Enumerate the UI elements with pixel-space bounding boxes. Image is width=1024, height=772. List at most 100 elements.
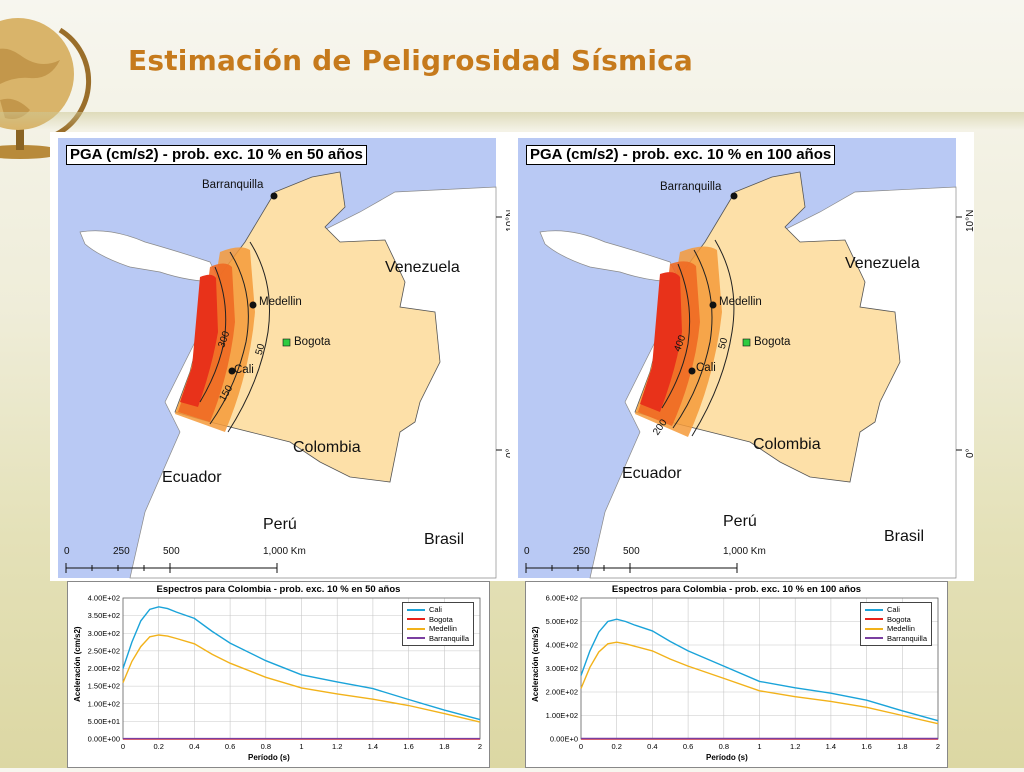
x-tick-label: 1.8 xyxy=(439,742,449,751)
legend-swatch xyxy=(865,608,883,611)
chart-title: Espectros para Colombia - prob. exc. 10 … xyxy=(611,584,862,595)
x-tick-label: 1.2 xyxy=(790,742,800,751)
x-tick-label: 1 xyxy=(299,742,303,751)
chart-title: Espectros para Colombia - prob. exc. 10 … xyxy=(156,584,401,595)
x-tick-label: 2 xyxy=(936,742,940,751)
y-tick-label: 3.00E+02 xyxy=(88,629,120,638)
y-tick-label: 2.00E+02 xyxy=(88,664,120,673)
label-peru: Perú xyxy=(263,516,297,533)
city-barranquilla: Barranquilla xyxy=(660,181,722,193)
label-colombia: Colombia xyxy=(753,436,821,453)
city-bogota: Bogota xyxy=(294,336,331,348)
legend-label: Bogota xyxy=(429,614,453,624)
y-tick-label: 1.00E+02 xyxy=(546,711,578,720)
legend-item: Barranquilla xyxy=(407,634,469,644)
x-tick-label: 1.4 xyxy=(826,742,836,751)
scale-0: 0 xyxy=(524,546,530,557)
y-axis-label: Aceleración (cm/s2) xyxy=(531,626,540,702)
legend-swatch xyxy=(865,618,883,621)
hazard-map-50yr: PGA (cm/s2) - prob. exc. 10 % en 50 años… xyxy=(50,132,516,581)
x-axis-label: Período (s) xyxy=(248,753,290,762)
label-venezuela: Venezuela xyxy=(845,255,920,272)
scale-0: 0 xyxy=(64,546,70,557)
legend-swatch xyxy=(407,618,425,621)
y-axis-label: Aceleración (cm/s2) xyxy=(73,626,82,702)
legend-item: Medellin xyxy=(865,624,927,634)
scale-250: 250 xyxy=(113,546,130,557)
legend-item: Cali xyxy=(865,605,927,615)
x-tick-label: 0.4 xyxy=(647,742,657,751)
y-tick-label: 6.00E+02 xyxy=(546,594,578,603)
y-tick-label: 1.50E+02 xyxy=(88,682,120,691)
x-tick-label: 0.2 xyxy=(611,742,621,751)
legend-item: Medellin xyxy=(407,624,469,634)
legend-label: Cali xyxy=(887,605,900,614)
y-tick-label: 5.00E+01 xyxy=(88,717,120,726)
spectrum-chart-100yr: Espectros para Colombia - prob. exc. 10 … xyxy=(525,581,948,768)
x-tick-label: 0.6 xyxy=(683,742,693,751)
lat-label-10n: 10°N xyxy=(965,209,976,232)
label-colombia: Colombia xyxy=(293,439,361,456)
x-tick-label: 1.2 xyxy=(332,742,342,751)
label-ecuador: Ecuador xyxy=(622,465,682,482)
x-tick-label: 0 xyxy=(579,742,583,751)
y-tick-label: 3.00E+02 xyxy=(546,664,578,673)
city-cali: Cali xyxy=(234,364,254,376)
legend-label: Medellin xyxy=(429,624,457,633)
y-tick-label: 4.00E+02 xyxy=(546,641,578,650)
legend-item: Bogota xyxy=(407,615,469,625)
y-tick-label: 4.00E+02 xyxy=(88,594,120,603)
x-tick-label: 0 xyxy=(121,742,125,751)
map-title: PGA (cm/s2) - prob. exc. 10 % en 100 año… xyxy=(526,145,836,165)
x-tick-label: 0.8 xyxy=(261,742,271,751)
title-divider xyxy=(0,112,1024,130)
y-tick-label: 2.00E+02 xyxy=(546,688,578,697)
slide-title: Estimación de Peligrosidad Sísmica xyxy=(128,44,694,77)
city-barranquilla: Barranquilla xyxy=(202,179,264,191)
legend-swatch xyxy=(407,608,425,611)
legend-item: Barranquilla xyxy=(865,634,927,644)
x-tick-label: 1.6 xyxy=(403,742,413,751)
legend-swatch xyxy=(407,637,425,640)
legend-label: Barranquilla xyxy=(429,633,470,643)
series-line-cali xyxy=(580,618,939,722)
scale-1000: 1,000 Km xyxy=(723,546,766,557)
x-tick-label: 0.8 xyxy=(719,742,729,751)
chart-legend: Cali Bogota Medellin Barranquilla xyxy=(860,602,933,646)
y-tick-label: 3.50E+02 xyxy=(88,611,120,620)
chart-plot-area: 0 0.2 0.4 0.6 0.8 1 1.2 1.4 1.6 1.8 2 0.00E+00 5.00E… xyxy=(88,594,482,752)
x-axis-label: Período (s) xyxy=(706,753,748,762)
chart-legend: Cali Bogota Medellin Barranquilla xyxy=(402,602,475,646)
legend-label: Bogota xyxy=(887,614,911,624)
globe-icon xyxy=(0,18,92,159)
legend-swatch xyxy=(407,627,425,630)
y-tick-label: 1.00E+02 xyxy=(88,699,120,708)
city-bogota: Bogota xyxy=(754,336,791,348)
city-medellin: Medellin xyxy=(259,296,302,308)
y-tick-label: 0.00E+00 xyxy=(88,735,120,744)
y-tick-label: 2.50E+02 xyxy=(88,646,120,655)
legend-item: Bogota xyxy=(865,615,927,625)
scale-1000: 1,000 Km xyxy=(263,546,306,557)
city-cali: Cali xyxy=(696,362,716,374)
lat-label-0: 0° xyxy=(965,448,976,458)
city-medellin: Medellin xyxy=(719,296,762,308)
scale-500: 500 xyxy=(623,546,640,557)
x-tick-label: 1.8 xyxy=(897,742,907,751)
map-title: PGA (cm/s2) - prob. exc. 10 % en 50 años xyxy=(66,145,367,165)
y-tick-label: 5.00E+02 xyxy=(546,617,578,626)
y-tick-label: 0.00E+0 xyxy=(550,735,578,744)
x-tick-label: 0.4 xyxy=(189,742,199,751)
legend-label: Cali xyxy=(429,605,442,614)
scale-500: 500 xyxy=(163,546,180,557)
x-tick-label: 2 xyxy=(478,742,482,751)
spectrum-chart-50yr: Espectros para Colombia - prob. exc. 10 … xyxy=(67,581,490,768)
legend-item: Cali xyxy=(407,605,469,615)
legend-label: Medellin xyxy=(887,624,915,633)
label-brasil: Brasil xyxy=(424,531,465,548)
x-tick-label: 0.6 xyxy=(225,742,235,751)
label-peru: Perú xyxy=(723,513,757,530)
legend-swatch xyxy=(865,637,883,640)
series-line-medellin xyxy=(580,641,939,725)
scale-250: 250 xyxy=(573,546,590,557)
